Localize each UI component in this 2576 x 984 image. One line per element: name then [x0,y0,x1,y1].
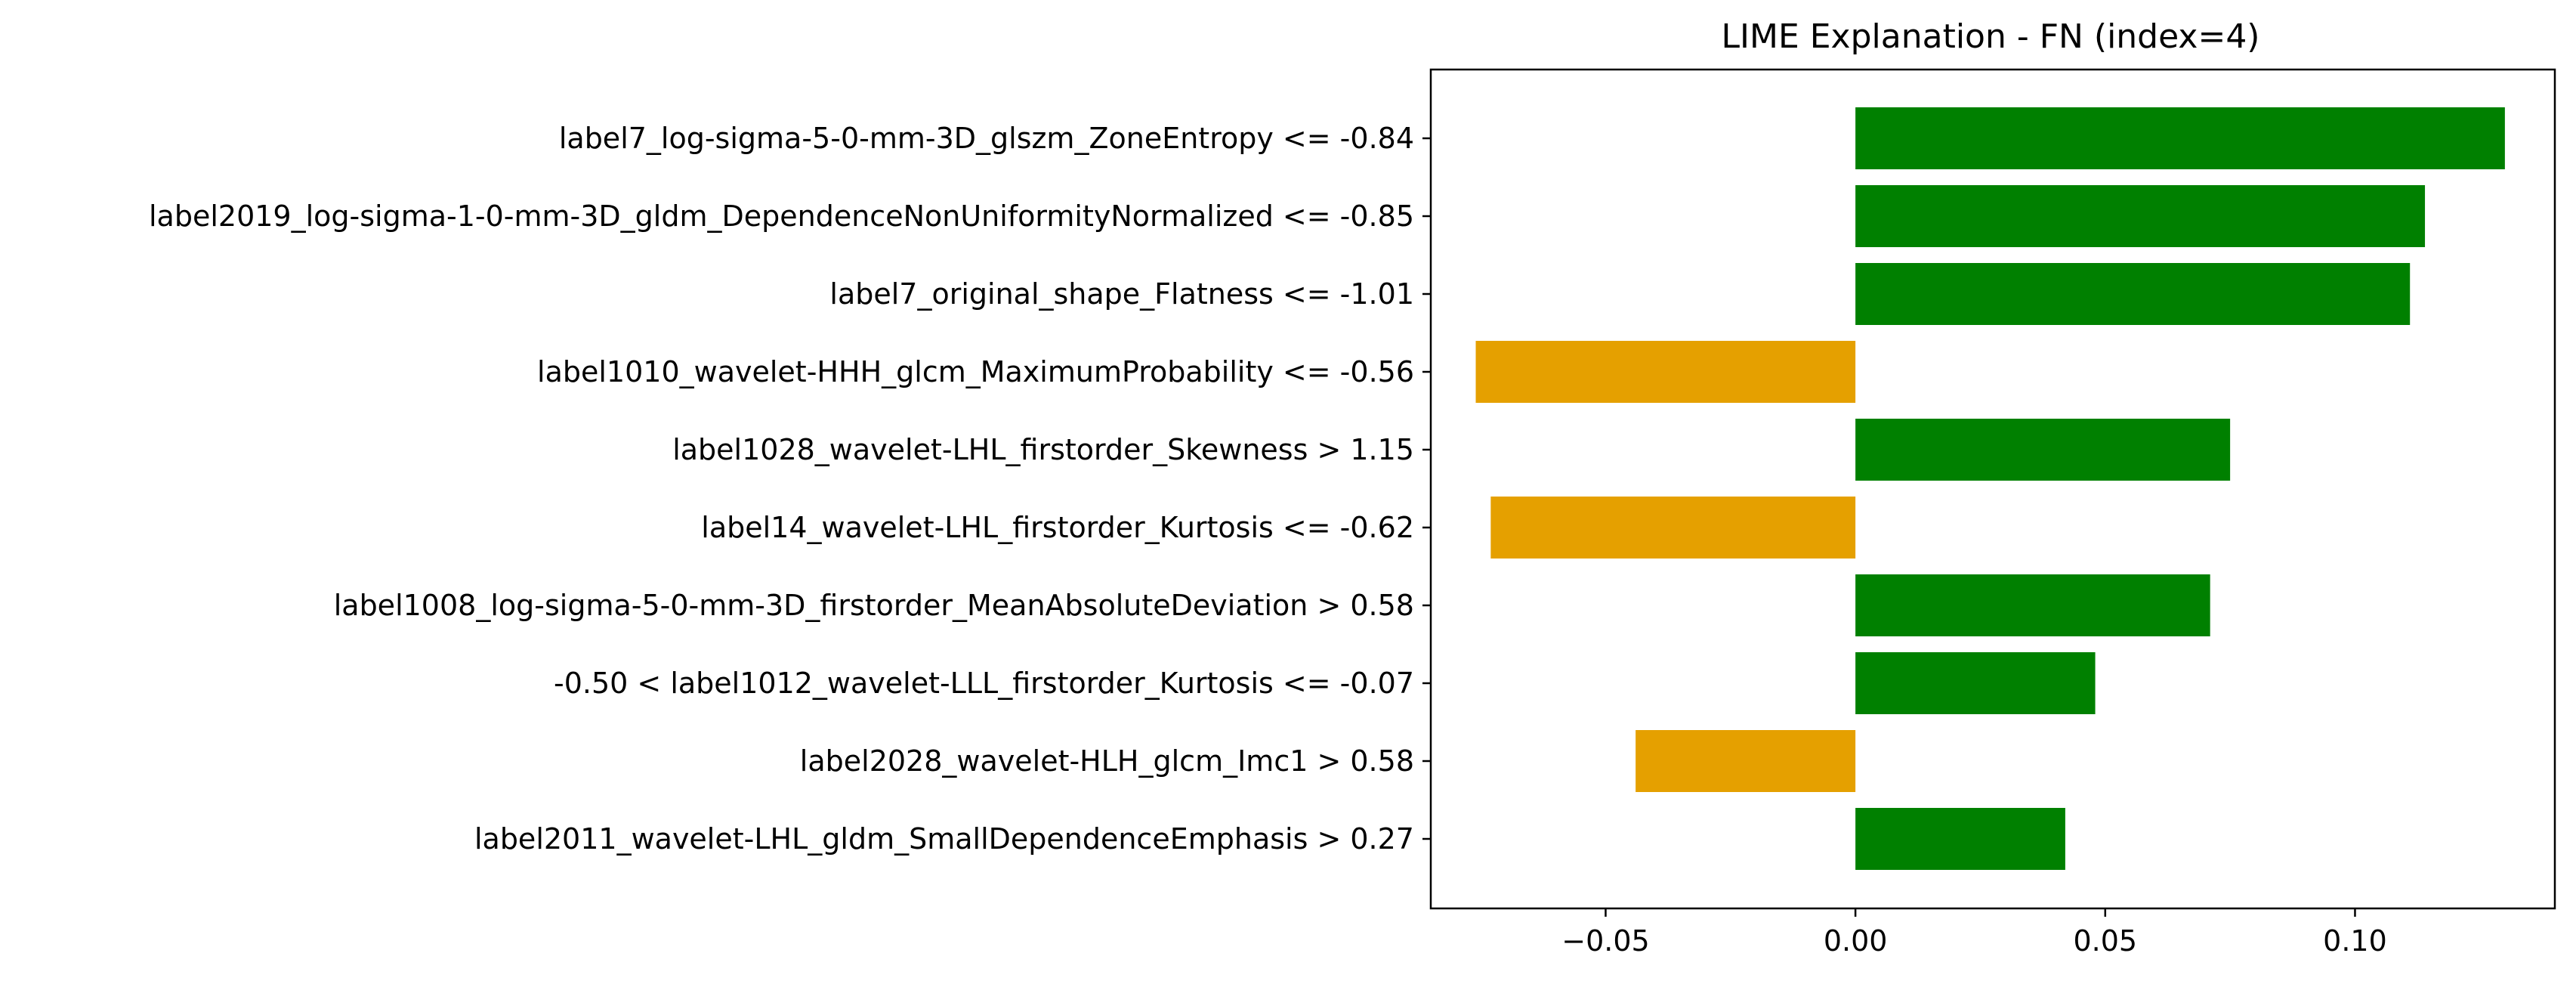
x-axis-ticks: −0.05 0.00 0.05 0.10 [1561,908,2387,958]
y-tick-label: label7_log-sigma-5-0-mm-3D_glszm_ZoneEnt… [559,122,1414,155]
y-tick-label: label2019_log-sigma-1-0-mm-3D_gldm_Depen… [149,200,1414,233]
bar-2 [1855,263,2411,325]
x-tick-label: 0.00 [1824,924,1888,958]
y-tick-label: label1008_log-sigma-5-0-mm-3D_firstorder… [334,589,1414,622]
y-tick-label: label2028_wavelet-HLH_glcm_Imc1 > 0.58 [800,744,1414,778]
y-tick-label: label1028_wavelet-LHL_firstorder_Skewnes… [672,433,1414,466]
bar-0 [1855,107,2505,169]
x-tick-label: −0.05 [1561,924,1649,958]
x-tick-label: 0.05 [2073,924,2137,958]
x-tick-label: 0.10 [2323,924,2387,958]
chart-title: LIME Explanation - FN (index=4) [1722,17,2260,56]
bar-7 [1855,652,2096,714]
bar-8 [1635,730,1856,792]
y-tick-label: label7_original_shape_Flatness <= -1.01 [829,277,1414,311]
bar-1 [1855,185,2426,247]
bars-group [1475,107,2505,870]
bar-6 [1855,574,2210,636]
plot-frame [1429,68,2556,910]
bar-4 [1855,419,2231,481]
y-tick-labels: label7_log-sigma-5-0-mm-3D_glszm_ZoneEnt… [149,122,1431,856]
bar-3 [1475,341,1856,403]
y-tick-label: -0.50 < label1012_wavelet-LLL_firstorder… [554,667,1414,700]
y-tick-label: label2011_wavelet-LHL_gldm_SmallDependen… [474,822,1414,856]
y-tick-label: label1010_wavelet-HHH_glcm_MaximumProbab… [537,355,1414,388]
y-tick-label: label14_wavelet-LHL_firstorder_Kurtosis … [701,511,1414,544]
bar-9 [1855,808,2065,870]
bar-5 [1490,497,1856,559]
